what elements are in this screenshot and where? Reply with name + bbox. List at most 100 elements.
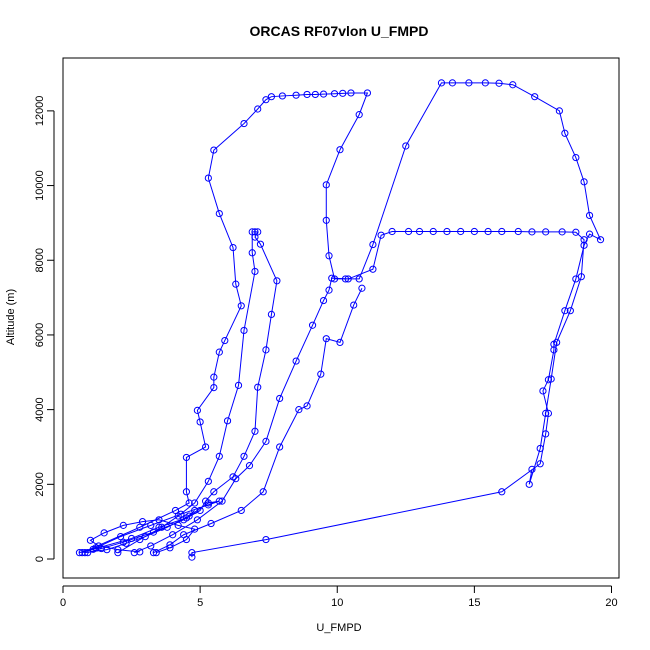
plot-border [62,57,620,579]
data-point [561,129,569,137]
data-point [542,409,550,417]
data-point [498,488,506,496]
data-point [536,444,544,453]
data-point [561,307,569,315]
data-point [292,357,300,365]
data-point [262,96,270,104]
data-point [182,488,191,496]
y-axis: 0 2000 4000 6000 8000 10000 12000 [34,96,55,562]
data-point [193,516,201,524]
data-point [585,230,594,238]
data-point [311,90,319,99]
data-point [577,273,585,281]
y-tick-label: 4000 [34,397,46,421]
data-point [528,465,536,473]
data-point [171,506,180,515]
series-line [87,231,278,554]
data-point [256,240,265,248]
series-line [81,82,602,558]
data-point [322,335,330,343]
data-point [322,216,330,224]
data-point [262,346,270,354]
data-point [215,209,223,218]
data-point [531,93,539,101]
data-point [100,529,108,537]
data-point [514,227,522,236]
chart-title: ORCAS RF07vlon U_FMPD [250,23,429,39]
data-point [240,119,248,128]
data-point [355,275,363,283]
data-point [303,90,311,99]
data-point [174,521,182,529]
data-point [136,523,144,531]
data-point [325,286,333,294]
data-point [152,549,160,557]
series-group [75,497,223,557]
data-point [363,89,372,97]
y-tick-label: 6000 [34,323,46,347]
data-point [223,417,232,425]
y-tick-label: 2000 [34,472,46,496]
data-point [191,499,199,507]
data-point [232,280,240,288]
data-point [278,92,286,100]
y-tick-label: 10000 [34,170,46,201]
data-point [158,523,166,531]
data-point [248,228,256,236]
data-point [536,460,544,468]
data-point [259,488,267,496]
data-point [237,302,245,310]
data-point [204,174,212,182]
data-point [84,549,92,557]
data-point [191,525,199,533]
data-point [369,265,377,273]
x-tick-label: 5 [197,597,203,609]
data-point [204,501,212,509]
data-point [596,236,605,244]
data-point [262,535,270,544]
data-point [119,521,127,529]
data-point [185,512,193,520]
data-point [481,79,489,87]
data-point [254,383,262,391]
data-point [267,310,276,318]
series-group [130,227,588,557]
data-point [182,535,191,544]
y-tick-label: 12000 [34,96,46,127]
data-point [322,181,330,189]
data-point [498,227,506,236]
series-line [134,230,585,554]
data-point [328,274,336,282]
data-point [240,452,248,460]
data-point [429,227,437,236]
data-point [550,346,558,354]
data-point [196,418,204,426]
data-point [347,89,355,97]
data-point [245,462,254,470]
data-point [207,519,215,528]
x-axis-label: U_FMPD [316,622,361,634]
x-axis: 0 5 10 15 20 [60,585,618,609]
data-point [193,406,201,414]
data-point [377,231,385,239]
data-point [155,516,163,524]
data-point [325,252,333,260]
data-point [122,539,130,547]
data-point [355,111,363,119]
data-point [336,338,344,347]
data-point [210,373,218,381]
series-group [78,79,605,561]
data-point [292,91,300,99]
data-point [572,228,580,236]
data-point [81,549,89,557]
series-layer [75,79,605,561]
data-point [547,375,555,383]
data-point [402,142,410,150]
data-point [308,321,317,329]
y-tick-label: 0 [34,556,46,562]
data-point [542,228,550,236]
data-point [234,381,243,389]
data-point [251,228,259,236]
